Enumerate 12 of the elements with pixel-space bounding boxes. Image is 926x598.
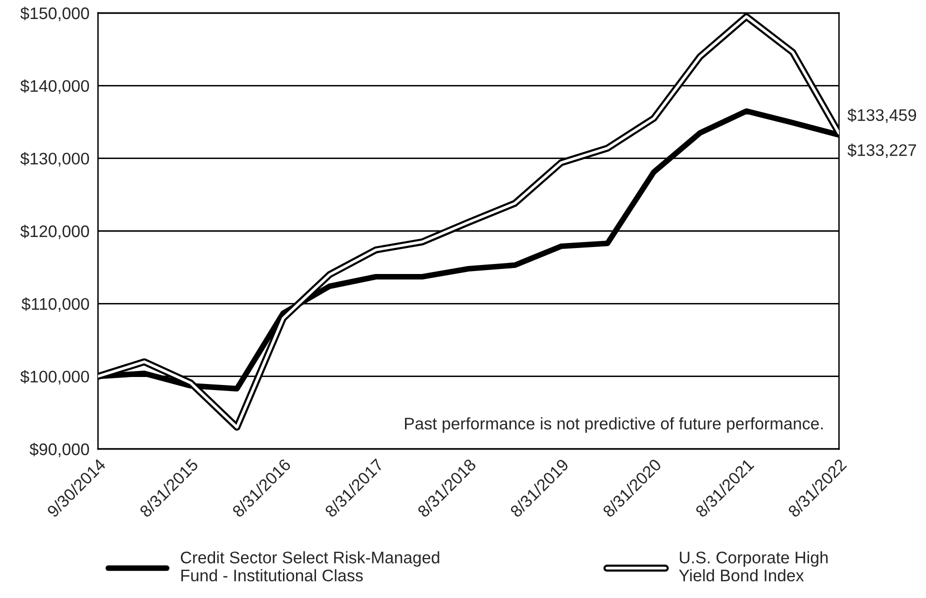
y-tick-label: $110,000: [22, 297, 90, 312]
annotation: $133,227: [848, 144, 916, 158]
y-tick-label: $100,000: [20, 370, 90, 385]
annotation: $133,459: [848, 108, 916, 123]
y-tick-label: $150,000: [20, 6, 90, 22]
y-tick-label: $130,000: [20, 152, 90, 167]
annotation: Past performance is not predictive of future performance.: [405, 417, 823, 433]
y-tick-label: $90,000: [30, 442, 90, 458]
legend-label: U.S. Corporate High Yield Bond Index: [678, 551, 828, 582]
y-tick-label: $120,000: [20, 224, 90, 240]
y-tick-label: $140,000: [20, 79, 90, 94]
legend-label: Credit Sector Select Risk-Managed Fund - Institutional Class: [180, 551, 440, 582]
